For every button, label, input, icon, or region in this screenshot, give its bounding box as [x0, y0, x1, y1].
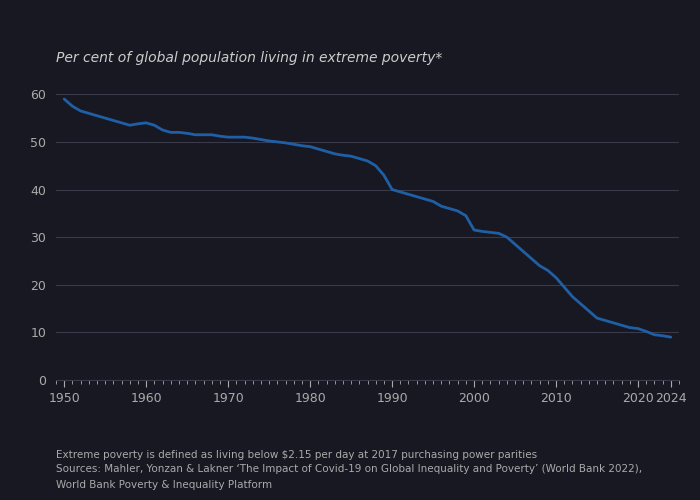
Text: Extreme poverty is defined as living below $2.15 per day at 2017 purchasing powe: Extreme poverty is defined as living bel… [56, 450, 537, 460]
Text: Sources: Mahler, Yonzan & Lakner ‘The Impact of Covid-19 on Global Inequality an: Sources: Mahler, Yonzan & Lakner ‘The Im… [56, 464, 642, 474]
Text: World Bank Poverty & Inequality Platform: World Bank Poverty & Inequality Platform [56, 480, 272, 490]
Text: Per cent of global population living in extreme poverty*: Per cent of global population living in … [56, 51, 442, 65]
